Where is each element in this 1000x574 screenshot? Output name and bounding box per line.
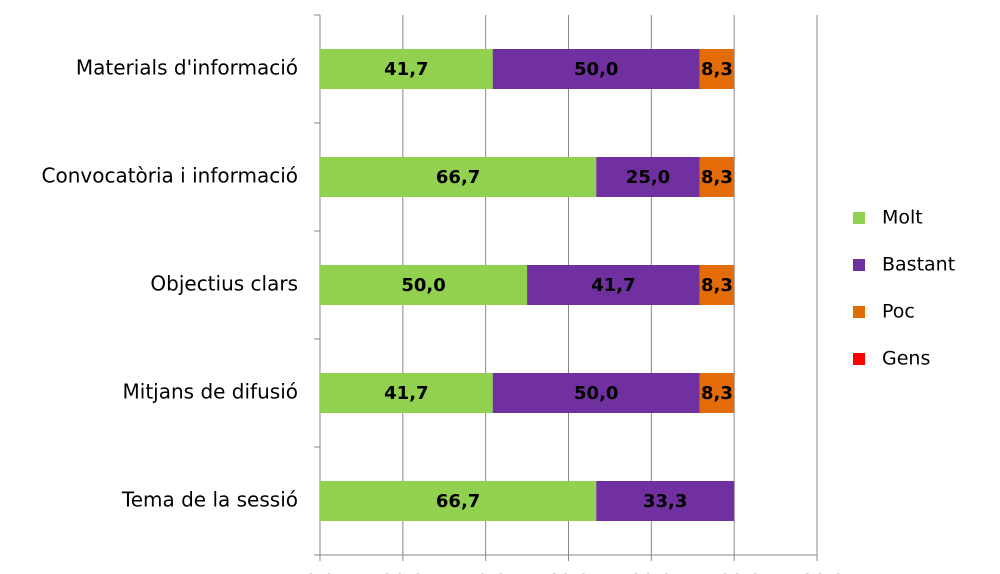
bar-segment xyxy=(492,49,700,89)
bar-segment xyxy=(596,481,735,521)
x-tick-label: 20,0 xyxy=(382,571,424,574)
legend-swatch xyxy=(853,259,865,271)
category-label: Tema de la sessió xyxy=(121,488,298,512)
legend-label: Gens xyxy=(882,348,930,370)
data-label: 41,7 xyxy=(384,59,428,80)
category-label: Mitjans de difusió xyxy=(123,380,298,404)
bar-segment xyxy=(320,49,493,89)
x-tick-label: 60,0 xyxy=(547,571,589,574)
data-label: 8,3 xyxy=(701,59,733,80)
bar-segment xyxy=(527,265,700,305)
bar-segment xyxy=(699,157,735,197)
x-tick-label: 0,0 xyxy=(305,571,335,574)
data-label: 25,0 xyxy=(626,167,670,188)
data-label: 66,7 xyxy=(436,167,480,188)
data-label: 8,3 xyxy=(701,383,733,404)
data-label: 50,0 xyxy=(401,275,445,296)
x-tick-label: 40,0 xyxy=(465,571,507,574)
category-label: Objectius clars xyxy=(150,272,298,296)
category-label: Convocatòria i informació xyxy=(42,164,299,188)
x-tick-label: 120,0 xyxy=(790,571,844,574)
data-label: 8,3 xyxy=(701,275,733,296)
data-label: 50,0 xyxy=(574,383,618,404)
x-tick-label: 80,0 xyxy=(630,571,672,574)
bar-segment xyxy=(596,157,700,197)
bar-segment xyxy=(699,49,735,89)
category-label: Materials d'informació xyxy=(76,56,298,80)
bar-segment xyxy=(699,265,735,305)
bar-segment xyxy=(320,481,597,521)
data-label: 41,7 xyxy=(591,275,635,296)
data-label: 41,7 xyxy=(384,383,428,404)
legend-swatch xyxy=(853,353,865,365)
legend-label: Bastant xyxy=(882,254,955,276)
bar-segment xyxy=(492,373,700,413)
legend-label: Molt xyxy=(882,207,923,229)
legend-swatch xyxy=(853,306,865,318)
data-label: 33,3 xyxy=(643,491,687,512)
data-label: 8,3 xyxy=(701,167,733,188)
legend-label: Poc xyxy=(882,301,915,323)
bar-segment xyxy=(320,157,597,197)
bar-segment xyxy=(699,373,735,413)
data-label: 50,0 xyxy=(574,59,618,80)
bar-segment xyxy=(320,373,493,413)
legend-swatch xyxy=(853,212,865,224)
data-label: 66,7 xyxy=(436,491,480,512)
bar-segment xyxy=(320,265,528,305)
x-tick-label: 100,0 xyxy=(707,571,761,574)
